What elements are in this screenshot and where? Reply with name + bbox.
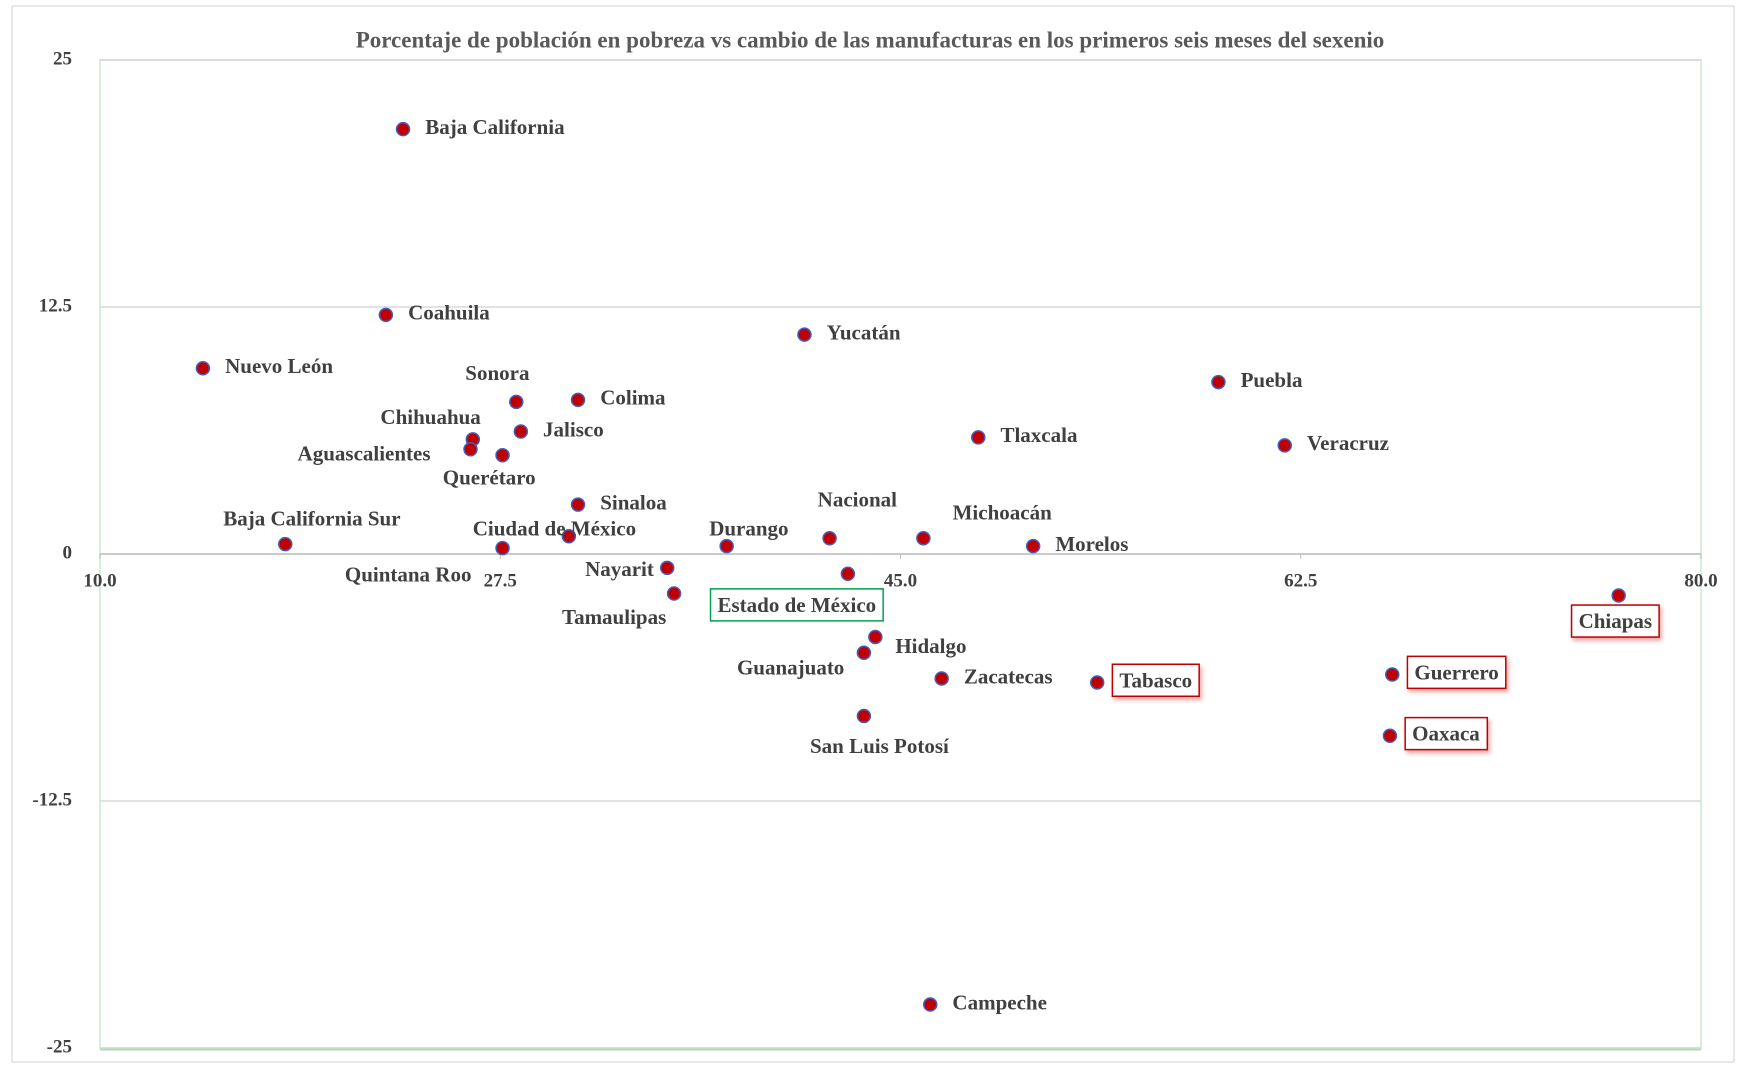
point — [570, 497, 586, 512]
y-tick-label: 0 — [63, 542, 73, 563]
point — [1384, 667, 1400, 682]
point — [1089, 675, 1105, 690]
point-label: Estado de México — [718, 593, 877, 617]
label-box — [1404, 716, 1489, 751]
point — [1025, 538, 1041, 554]
point-label: Campeche — [952, 990, 1046, 1014]
point — [513, 424, 529, 439]
point-label: San Luis Potosí — [810, 734, 950, 758]
label-box — [709, 588, 884, 622]
point-label: Baja California — [425, 115, 565, 139]
point — [561, 528, 577, 544]
point-label: Ciudad de México — [473, 516, 636, 540]
point-label: Coahuila — [408, 301, 490, 325]
y-tick-label: 25 — [53, 48, 72, 69]
point-label: Oaxaca — [1412, 722, 1480, 746]
y-tick-label: -25 — [47, 1036, 72, 1057]
point — [719, 538, 734, 554]
x-tick-label: 80.0 — [1684, 570, 1717, 591]
point-label: Puebla — [1241, 368, 1303, 392]
point-label: Morelos — [1055, 532, 1128, 556]
y-tick-label: 12.5 — [39, 295, 72, 316]
point — [840, 566, 856, 582]
point-label: Querétaro — [443, 465, 536, 489]
point-label: Yucatán — [827, 320, 901, 344]
point-label: Nuevo León — [225, 354, 333, 378]
label-box — [1570, 604, 1660, 638]
point-label: Hidalgo — [895, 634, 966, 658]
point — [797, 327, 812, 342]
point — [822, 530, 837, 546]
x-tick-label: 62.5 — [1284, 570, 1317, 591]
point-label: Aguascalientes — [298, 442, 431, 466]
point — [856, 708, 872, 724]
point-label: Guerrero — [1414, 660, 1498, 684]
point — [395, 121, 411, 137]
x-tick-label: 10.0 — [83, 570, 116, 591]
point — [916, 530, 931, 546]
point-label: Colima — [600, 386, 666, 410]
point-label: Sinaloa — [600, 490, 667, 514]
point — [1611, 588, 1626, 603]
point — [934, 671, 949, 686]
point-label: Guanajuato — [737, 655, 844, 679]
x-tick-label: 45.0 — [884, 570, 917, 591]
point-label: Quintana Roo — [345, 563, 472, 587]
chart-frame — [11, 5, 1735, 1063]
point — [922, 997, 938, 1012]
point — [868, 629, 883, 645]
point-label: Nayarit — [585, 557, 654, 581]
point-label: Sonora — [465, 361, 530, 385]
point — [509, 394, 524, 410]
point-label: Nacional — [818, 487, 898, 511]
point — [1211, 374, 1226, 390]
point — [856, 645, 872, 661]
point-label: Chiapas — [1579, 609, 1653, 633]
point — [278, 536, 293, 552]
point — [659, 560, 675, 576]
point — [570, 392, 586, 408]
point-label: Baja California Sur — [223, 507, 400, 531]
point-label: Michoacán — [953, 501, 1052, 525]
point-label: Tabasco — [1119, 668, 1192, 692]
chart-title: Porcentaje de población en pobreza vs ca… — [356, 27, 1385, 52]
point — [495, 540, 510, 556]
point-label: Chihuahua — [380, 405, 481, 429]
point — [1382, 728, 1398, 744]
point — [378, 307, 394, 323]
point — [1277, 438, 1292, 453]
point-label: Tlaxcala — [1000, 423, 1077, 447]
point — [195, 361, 211, 376]
point — [971, 430, 986, 445]
point-label: Veracruz — [1307, 431, 1389, 455]
label-box — [1111, 663, 1200, 698]
point — [463, 442, 478, 457]
point — [666, 586, 682, 601]
point-label: Durango — [709, 516, 788, 540]
point — [495, 447, 510, 463]
label-box — [1406, 655, 1507, 690]
point-label: Jalisco — [543, 417, 604, 441]
point-label: Tamaulipas — [562, 605, 666, 629]
y-tick-label: -12.5 — [32, 789, 72, 810]
x-tick-label: 27.5 — [484, 570, 517, 591]
point-label: Zacatecas — [964, 664, 1053, 688]
